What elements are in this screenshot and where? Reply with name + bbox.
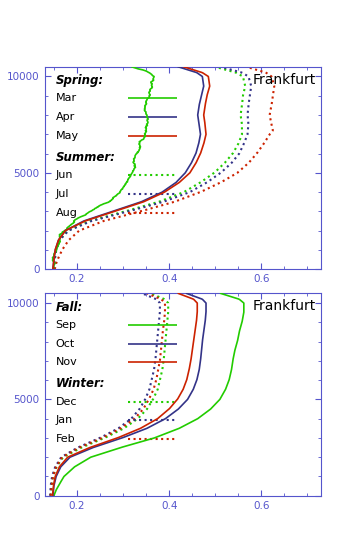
Text: Jan: Jan xyxy=(56,416,73,426)
Text: Dec: Dec xyxy=(56,397,77,407)
Text: Summer:: Summer: xyxy=(56,151,116,164)
Text: Apr: Apr xyxy=(56,112,75,122)
Text: Mar: Mar xyxy=(56,93,77,103)
Text: Jun: Jun xyxy=(56,170,73,180)
Text: Fall:: Fall: xyxy=(56,301,83,314)
Text: Aug: Aug xyxy=(56,208,77,218)
Text: Sep: Sep xyxy=(56,320,77,330)
Text: Frankfurt: Frankfurt xyxy=(252,73,316,87)
Text: Nov: Nov xyxy=(56,358,77,368)
Text: Frankfurt: Frankfurt xyxy=(252,300,316,314)
Text: Spring:: Spring: xyxy=(56,74,104,87)
Text: Oct: Oct xyxy=(56,339,75,349)
Text: May: May xyxy=(56,131,79,141)
Text: Winter:: Winter: xyxy=(56,378,105,390)
Text: Jul: Jul xyxy=(56,189,69,199)
Text: Feb: Feb xyxy=(56,434,75,444)
